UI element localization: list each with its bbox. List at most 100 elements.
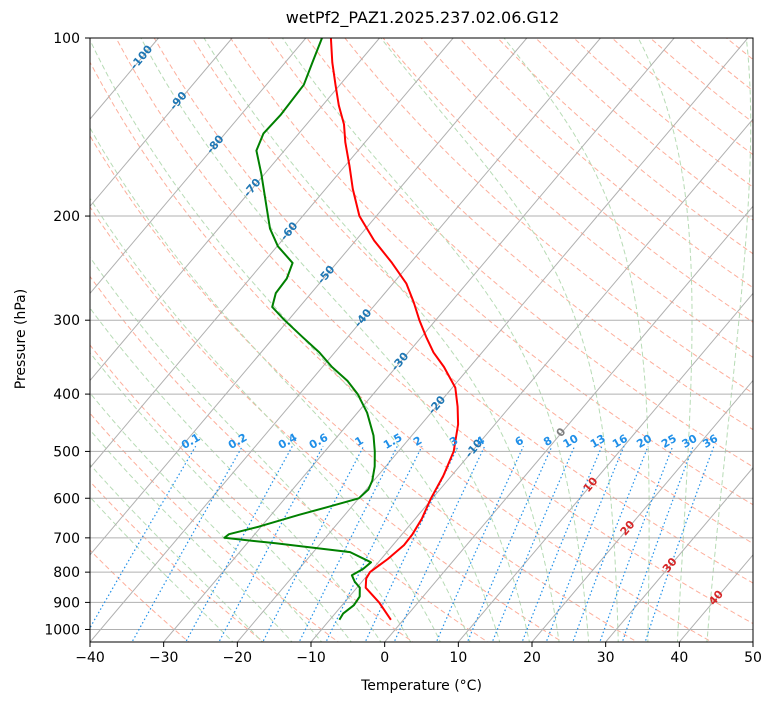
isotherm-line bbox=[0, 38, 85, 642]
dewpoint-line bbox=[223, 38, 376, 621]
moist-adiabat bbox=[90, 256, 412, 642]
dry-adiabat bbox=[535, 38, 753, 221]
dry-adiabat bbox=[230, 38, 753, 506]
x-tick-label: 30 bbox=[597, 650, 615, 666]
dry-adiabat bbox=[90, 134, 638, 642]
moist-adiabat bbox=[90, 307, 382, 642]
x-tick-label: 0 bbox=[380, 650, 389, 666]
moist-adiabat bbox=[637, 38, 693, 642]
mixing-ratio-label: 1 bbox=[353, 434, 366, 449]
dry-adiabat bbox=[344, 38, 753, 394]
isotherm-line bbox=[678, 554, 753, 642]
isotherm-line bbox=[90, 38, 233, 207]
isotherm-line bbox=[310, 118, 753, 642]
line-labels: -100-90-80-70-60-50-40-30-20-10010203040… bbox=[128, 42, 727, 607]
y-tick-label: 700 bbox=[53, 531, 80, 547]
mixing-ratio-line bbox=[364, 445, 459, 642]
y-tick-label: 900 bbox=[53, 595, 80, 611]
x-tick-label: −30 bbox=[149, 650, 179, 666]
mixing-ratio-line bbox=[131, 445, 243, 642]
chart-title: wetPf2_PAZ1.2025.237.02.06.G12 bbox=[285, 8, 560, 27]
dry-adiabat bbox=[382, 38, 753, 358]
mixing-ratio-label: 3 bbox=[447, 434, 460, 449]
moist-adiabat bbox=[90, 429, 293, 642]
dry-adiabat bbox=[90, 412, 340, 642]
isotherm-line bbox=[90, 38, 601, 642]
dry-adiabat bbox=[459, 38, 753, 289]
isotherm-line bbox=[531, 379, 753, 642]
y-tick-label: 300 bbox=[53, 313, 80, 329]
background-lines bbox=[0, 38, 775, 644]
dry-adiabat bbox=[90, 549, 190, 642]
dry-adiabat bbox=[153, 38, 753, 584]
moist-adiabat bbox=[503, 38, 650, 642]
isotherm-line bbox=[163, 38, 675, 642]
mixing-ratio-line bbox=[621, 445, 694, 642]
x-tick-label: 50 bbox=[744, 650, 762, 666]
dry-adiabat bbox=[726, 38, 753, 61]
mixing-ratio-line bbox=[218, 445, 324, 642]
isotherm-line bbox=[90, 38, 454, 469]
isotherm-line bbox=[605, 466, 753, 642]
mixing-ratio-label: 0.2 bbox=[226, 431, 249, 452]
mixing-ratio-label: 6 bbox=[513, 434, 526, 449]
moist-adiabat bbox=[140, 38, 530, 642]
mixing-ratio-label: 16 bbox=[610, 432, 630, 451]
isotherm-line bbox=[0, 38, 11, 642]
mixing-ratio-line bbox=[545, 445, 625, 642]
isotherm-line bbox=[236, 38, 749, 642]
dry-adiabat bbox=[497, 38, 753, 255]
x-tick-label: 20 bbox=[523, 650, 541, 666]
y-tick-label: 1000 bbox=[44, 622, 80, 638]
mixing-ratio-line bbox=[572, 445, 649, 642]
mixing-ratio-label: 13 bbox=[588, 432, 608, 451]
mixing-ratio-line bbox=[466, 445, 553, 642]
moist-adiabat bbox=[90, 392, 323, 642]
y-tick-label: 600 bbox=[53, 491, 80, 507]
mixing-ratio-label: 8 bbox=[541, 434, 554, 449]
plot-frame bbox=[89, 37, 754, 643]
axis-ticks: −40 −30 −20 −10 0 10 20 30 40 50 1000 900 800 700 600 5… bbox=[44, 31, 762, 666]
y-tick-label: 100 bbox=[53, 31, 80, 47]
isotherm-line bbox=[457, 292, 753, 642]
dry-adiabat bbox=[688, 38, 753, 92]
isotherm-line bbox=[752, 641, 753, 642]
x-tick-label: 10 bbox=[449, 650, 467, 666]
isotherm-line bbox=[90, 38, 307, 295]
x-tick-label: −10 bbox=[296, 650, 326, 666]
dry-adiabat bbox=[90, 61, 713, 642]
isotherm-line bbox=[384, 205, 753, 642]
temperature-line bbox=[329, 38, 460, 621]
sounding-series bbox=[223, 38, 460, 621]
mixing-ratio-line bbox=[521, 445, 603, 642]
dry-adiabat bbox=[115, 38, 753, 625]
dry-adiabat bbox=[420, 38, 753, 323]
x-tick-label: −40 bbox=[75, 650, 105, 666]
moist-adiabat bbox=[90, 126, 471, 642]
moist-adiabat bbox=[90, 496, 234, 642]
mixing-ratio-line bbox=[599, 445, 674, 642]
mixing-ratio-line bbox=[644, 445, 715, 642]
dry-adiabat bbox=[191, 38, 753, 545]
moist-adiabat bbox=[90, 351, 352, 642]
x-tick-label: 40 bbox=[670, 650, 688, 666]
dry-adiabat bbox=[268, 38, 753, 468]
mixing-ratio-line bbox=[90, 445, 197, 629]
mixing-ratio-label: 0.1 bbox=[179, 431, 202, 452]
isotherm-line bbox=[90, 38, 380, 382]
mixing-ratio-line bbox=[325, 445, 423, 642]
isotherm-line bbox=[90, 38, 159, 120]
y-tick-label: 200 bbox=[53, 209, 80, 225]
y-tick-label: 500 bbox=[53, 444, 80, 460]
moist-adiabat bbox=[90, 38, 501, 642]
x-tick-label: −20 bbox=[223, 650, 253, 666]
dry-adiabat bbox=[90, 206, 564, 642]
x-axis-label: Temperature (°C) bbox=[361, 678, 482, 694]
dry-adiabat bbox=[765, 38, 775, 644]
mixing-ratio-label: 20 bbox=[634, 432, 654, 451]
y-tick-label: 800 bbox=[53, 565, 80, 581]
y-tick-label: 400 bbox=[53, 387, 80, 403]
mixing-ratio-line bbox=[491, 445, 576, 642]
mixing-ratio-label: 0.4 bbox=[276, 431, 300, 452]
